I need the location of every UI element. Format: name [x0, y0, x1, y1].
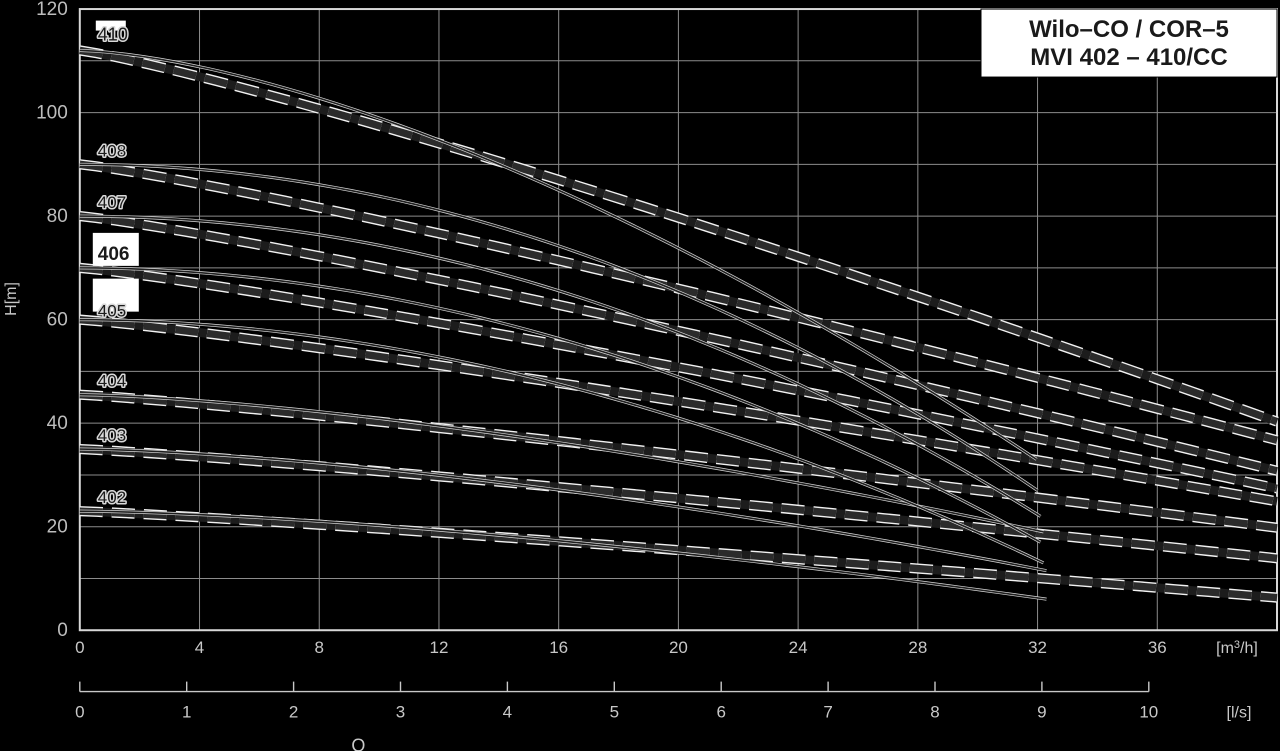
svg-text:24: 24 — [789, 638, 808, 657]
svg-text:36: 36 — [1148, 638, 1167, 657]
svg-text:8: 8 — [315, 638, 324, 657]
svg-text:0: 0 — [57, 620, 68, 641]
svg-text:0: 0 — [75, 703, 84, 722]
svg-text:3: 3 — [396, 703, 405, 722]
svg-text:16: 16 — [549, 638, 568, 657]
svg-text:60: 60 — [47, 310, 68, 331]
svg-text:8: 8 — [930, 703, 939, 722]
svg-text:12: 12 — [429, 638, 448, 657]
svg-text:5: 5 — [610, 703, 619, 722]
svg-text:H[m]: H[m] — [3, 282, 20, 316]
svg-text:402: 402 — [98, 488, 126, 507]
svg-text:10: 10 — [1139, 703, 1158, 722]
svg-text:7: 7 — [823, 703, 832, 722]
svg-text:405: 405 — [98, 302, 126, 321]
svg-text:410: 410 — [98, 25, 128, 45]
svg-text:Q: Q — [351, 736, 365, 751]
svg-text:4: 4 — [503, 703, 512, 722]
svg-text:20: 20 — [669, 638, 688, 657]
svg-text:9: 9 — [1037, 703, 1046, 722]
svg-text:6: 6 — [716, 703, 725, 722]
svg-text:120: 120 — [36, 0, 68, 20]
svg-text:32: 32 — [1028, 638, 1047, 657]
svg-text:80: 80 — [47, 206, 68, 227]
svg-text:407: 407 — [98, 193, 126, 212]
svg-text:403: 403 — [98, 426, 126, 445]
svg-text:2: 2 — [289, 703, 298, 722]
svg-text:4: 4 — [195, 638, 204, 657]
svg-text:1: 1 — [182, 703, 191, 722]
svg-text:406: 406 — [98, 244, 130, 265]
svg-text:408: 408 — [98, 141, 126, 160]
svg-text:[l/s]: [l/s] — [1227, 705, 1252, 722]
svg-text:Wilo–CO / COR–5: Wilo–CO / COR–5 — [1029, 16, 1229, 43]
svg-text:100: 100 — [36, 103, 68, 124]
svg-text:20: 20 — [47, 517, 68, 538]
svg-text:28: 28 — [908, 638, 927, 657]
svg-text:0: 0 — [75, 638, 84, 657]
svg-text:MVI 402 – 410/CC: MVI 402 – 410/CC — [1030, 44, 1227, 71]
svg-text:404: 404 — [98, 372, 126, 391]
svg-text:40: 40 — [47, 413, 68, 434]
